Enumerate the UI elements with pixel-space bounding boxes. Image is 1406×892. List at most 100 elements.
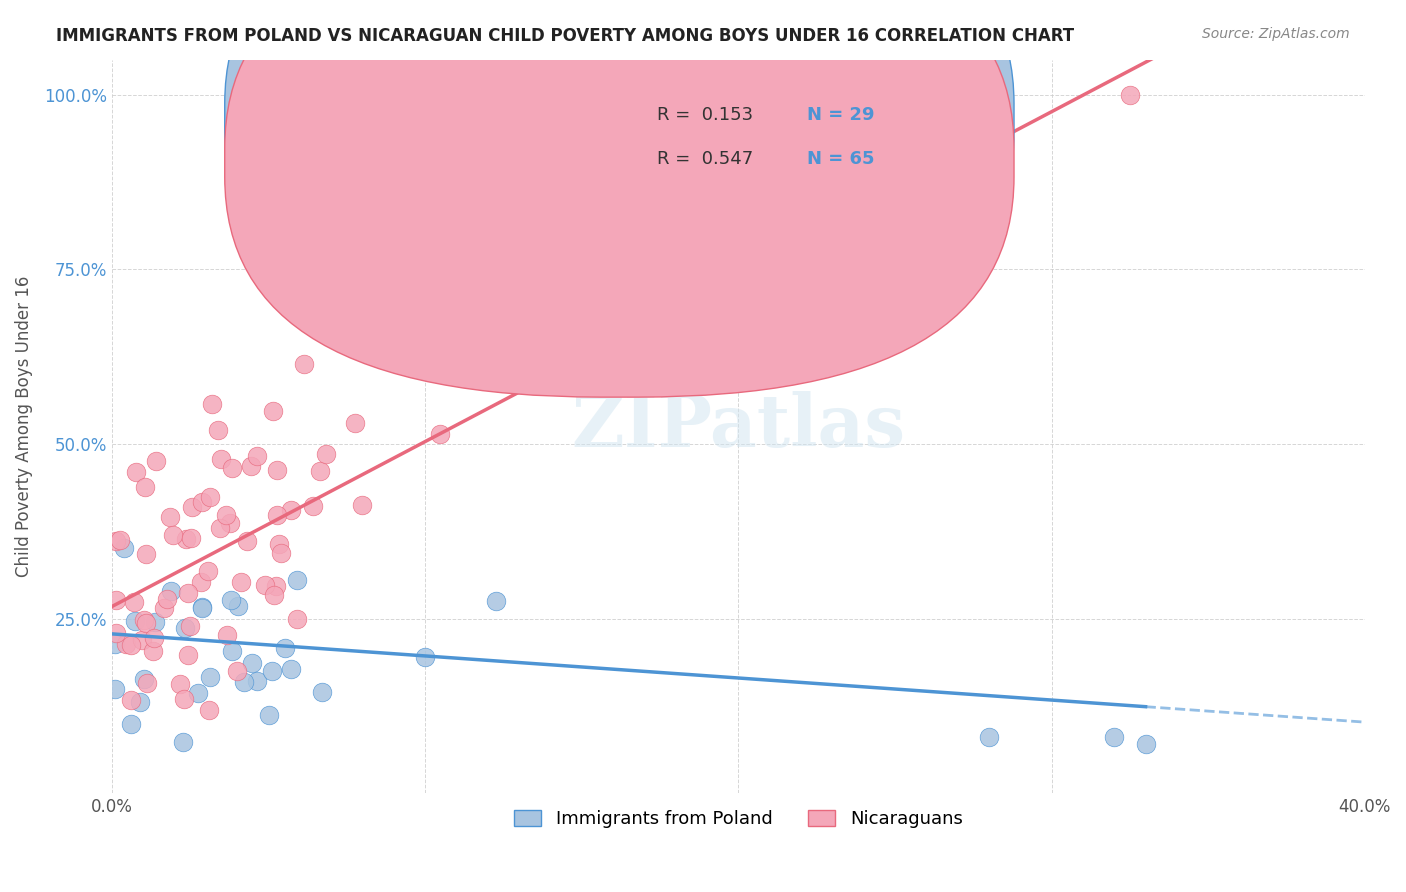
Point	[190, 574, 212, 589]
Point	[197, 564, 219, 578]
Point	[215, 508, 238, 522]
Point	[217, 628, 239, 642]
Text: R =  0.153: R = 0.153	[657, 105, 754, 124]
Point	[134, 613, 156, 627]
Point	[229, 575, 252, 590]
Point	[198, 703, 221, 717]
Point	[262, 664, 284, 678]
Point	[143, 631, 166, 645]
Point	[301, 499, 323, 513]
Point	[180, 531, 202, 545]
Point	[134, 480, 156, 494]
Point	[191, 495, 214, 509]
Y-axis label: Child Poverty Among Boys Under 16: Child Poverty Among Boys Under 16	[15, 276, 32, 577]
Point	[242, 657, 264, 671]
Point	[120, 693, 142, 707]
Point	[266, 508, 288, 523]
Point	[292, 357, 315, 371]
Legend: Immigrants from Poland, Nicaraguans: Immigrants from Poland, Nicaraguans	[506, 803, 970, 836]
Point	[153, 600, 176, 615]
Point	[207, 423, 229, 437]
Point	[240, 458, 263, 473]
Point	[169, 676, 191, 690]
Point	[135, 615, 157, 630]
Point	[285, 573, 308, 587]
Point	[187, 686, 209, 700]
Point	[221, 644, 243, 658]
Point	[274, 640, 297, 655]
Point	[1102, 731, 1125, 745]
Text: ZIPatlas: ZIPatlas	[571, 391, 905, 462]
Point	[270, 546, 292, 560]
Point	[269, 537, 291, 551]
Point	[176, 648, 198, 662]
Point	[176, 533, 198, 547]
Point	[208, 521, 231, 535]
Text: N = 29: N = 29	[807, 105, 875, 124]
Point	[257, 707, 280, 722]
Point	[124, 614, 146, 628]
Point	[236, 534, 259, 549]
Point	[221, 460, 243, 475]
Point	[262, 403, 284, 417]
Point	[179, 619, 201, 633]
Point	[124, 465, 146, 479]
Point	[128, 695, 150, 709]
Text: Source: ZipAtlas.com: Source: ZipAtlas.com	[1202, 27, 1350, 41]
Point	[122, 595, 145, 609]
Point	[413, 649, 436, 664]
Point	[266, 463, 288, 477]
Point	[350, 498, 373, 512]
Point	[145, 453, 167, 467]
Point	[191, 599, 214, 614]
Point	[309, 465, 332, 479]
Point	[315, 447, 337, 461]
Point	[104, 593, 127, 607]
Point	[174, 622, 197, 636]
Point	[264, 579, 287, 593]
FancyBboxPatch shape	[225, 0, 1014, 397]
Point	[132, 673, 155, 687]
Point	[225, 665, 247, 679]
Point	[105, 625, 128, 640]
Point	[198, 670, 221, 684]
Point	[112, 541, 135, 555]
Point	[311, 685, 333, 699]
Point	[977, 731, 1000, 745]
Point	[131, 632, 153, 647]
Point	[181, 500, 204, 515]
Point	[156, 591, 179, 606]
Point	[134, 547, 156, 561]
Point	[218, 516, 240, 530]
Point	[344, 416, 367, 430]
Point	[142, 644, 165, 658]
Point	[172, 735, 194, 749]
Point	[209, 452, 232, 467]
Point	[287, 612, 309, 626]
Point	[104, 681, 127, 696]
Text: N = 65: N = 65	[807, 150, 875, 168]
Point	[201, 397, 224, 411]
Text: R =  0.547: R = 0.547	[657, 150, 754, 168]
Point	[105, 534, 128, 549]
Point	[108, 533, 131, 548]
Point	[1119, 87, 1142, 102]
Point	[398, 259, 420, 273]
Point	[226, 599, 249, 613]
Point	[429, 427, 451, 442]
Point	[104, 637, 127, 651]
Point	[120, 638, 142, 652]
FancyBboxPatch shape	[575, 89, 952, 199]
Point	[173, 691, 195, 706]
FancyBboxPatch shape	[225, 0, 1014, 353]
Point	[200, 490, 222, 504]
Point	[232, 674, 254, 689]
Point	[253, 578, 276, 592]
Point	[120, 716, 142, 731]
Point	[246, 673, 269, 688]
Point	[135, 676, 157, 690]
Point	[485, 594, 508, 608]
Point	[114, 636, 136, 650]
Point	[246, 449, 269, 463]
Point	[177, 586, 200, 600]
